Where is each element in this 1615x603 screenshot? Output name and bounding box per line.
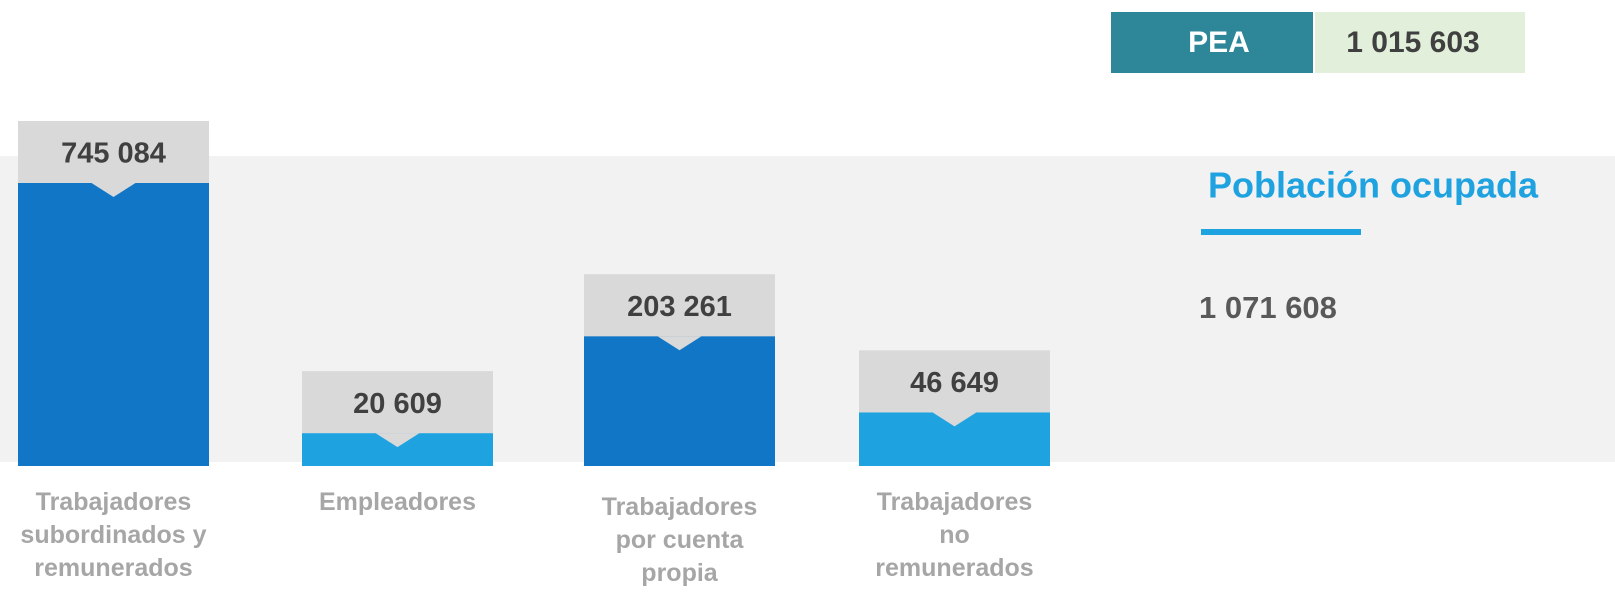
category-label: Trabajadores subordinados y remunerados [20, 488, 207, 582]
bar [18, 183, 209, 466]
value-label-box [584, 274, 775, 337]
pea-label: PEA [1188, 26, 1250, 59]
category-label: Trabajadores por cuenta propia [601, 493, 758, 587]
label-pointer [657, 336, 702, 351]
label-pointer [932, 412, 977, 427]
pea-label-box [1111, 12, 1313, 73]
value-label: 203 261 [627, 291, 732, 323]
ocupada-title: Población ocupada [1208, 165, 1539, 206]
pea-value-box [1315, 12, 1525, 73]
category-label: Empleadores [318, 488, 476, 516]
value-label-box [18, 121, 209, 183]
bar [584, 336, 775, 466]
value-label-box [859, 350, 1050, 413]
value-label: 745 084 [61, 138, 166, 170]
title-underline [1201, 229, 1361, 235]
category-label: Trabajadores no remunerados [875, 488, 1034, 582]
value-label: 46 649 [910, 367, 999, 399]
ocupada-value: 1 071 608 [1199, 290, 1337, 325]
label-pointer [375, 433, 420, 448]
pea-value: 1 015 603 [1346, 26, 1479, 59]
background-band [0, 156, 1615, 462]
label-pointer [91, 183, 136, 197]
value-label: 20 609 [353, 388, 442, 420]
value-label-box [302, 371, 493, 434]
